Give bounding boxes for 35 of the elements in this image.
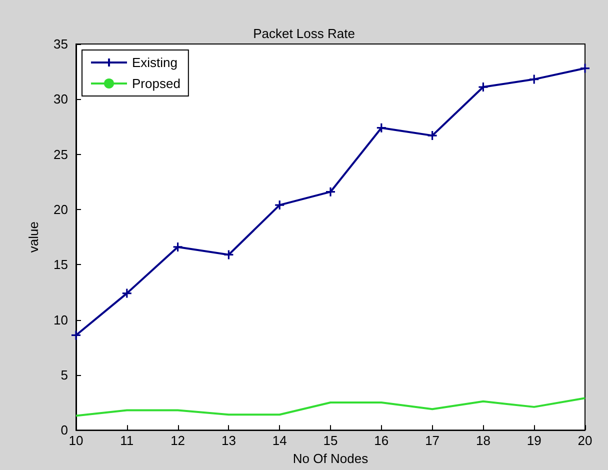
x-axis-title: No Of Nodes [292, 451, 369, 466]
y-tick-label: 30 [54, 92, 68, 107]
y-tick-label: 25 [54, 146, 68, 162]
point [70, 330, 82, 341]
y-tick-label: 35 [54, 36, 68, 52]
x-tick-label: 15 [323, 433, 338, 448]
chart-title: Packet Loss Rate [253, 26, 355, 41]
point [427, 130, 438, 141]
y-tick-label: 15 [54, 257, 68, 272]
point [325, 186, 336, 198]
point [580, 62, 590, 74]
x-tick-label: 14 [272, 433, 287, 448]
point [122, 288, 132, 299]
point [528, 74, 540, 85]
line-series [75, 397, 586, 417]
point [274, 200, 285, 210]
point [478, 82, 488, 92]
x-tick-label: 11 [120, 433, 134, 448]
x-tick-label: 19 [526, 433, 542, 448]
point [172, 242, 184, 252]
x-tick-label: 16 [374, 433, 389, 448]
y-axis-title: value [26, 222, 41, 253]
legend-label: Existing [132, 55, 178, 70]
y-tick-label: 5 [60, 367, 68, 382]
y-tick-label: 0 [60, 422, 68, 438]
legend-label: Propsed [132, 76, 180, 91]
point [376, 122, 387, 134]
x-tick-label: 17 [425, 433, 440, 448]
x-tick-label: 13 [221, 433, 236, 448]
x-tick-label: 12 [170, 433, 186, 448]
point [223, 249, 234, 260]
x-tick-label: 20 [578, 433, 592, 448]
x-tick-label: 18 [476, 433, 490, 448]
y-tick-label: 20 [54, 202, 68, 217]
y-tick-label: 10 [54, 312, 68, 328]
